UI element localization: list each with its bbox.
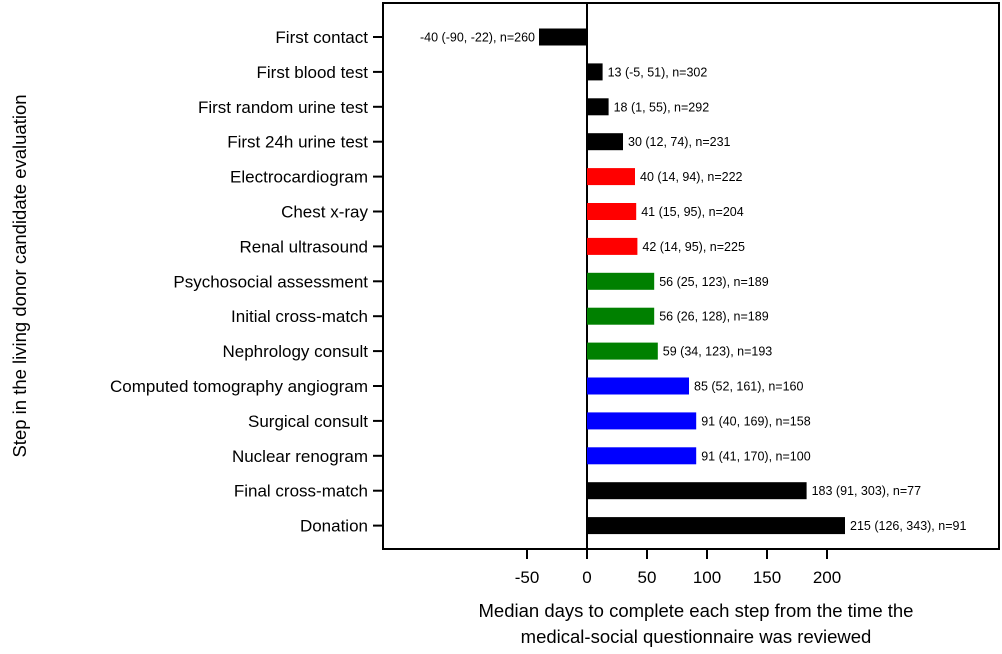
category-label: Nephrology consult xyxy=(222,342,368,361)
bar-data-label: 56 (25, 123), n=189 xyxy=(659,275,769,289)
bar-data-label: 30 (12, 74), n=231 xyxy=(628,135,731,149)
x-tick-label: -50 xyxy=(515,568,540,587)
bar xyxy=(587,168,635,186)
bar xyxy=(587,237,638,255)
x-tick-label: 50 xyxy=(638,568,657,587)
x-axis-title-line-1: Median days to complete each step from t… xyxy=(479,600,914,621)
bar-data-label: 91 (41, 170), n=100 xyxy=(701,449,811,463)
bar-data-labels: -40 (-90, -22), n=260 13 (-5, 51), n=302 1… xyxy=(420,31,966,534)
bar xyxy=(587,307,655,325)
bar-data-label: 40 (14, 94), n=222 xyxy=(640,170,743,184)
x-tick-label: 200 xyxy=(813,568,841,587)
bar xyxy=(539,28,587,46)
bar-data-label: 41 (15, 95), n=204 xyxy=(641,205,744,219)
bar-data-label: 13 (-5, 51), n=302 xyxy=(608,65,708,79)
bar-data-label: 42 (14, 95), n=225 xyxy=(642,240,745,254)
category-label: First contact xyxy=(275,28,368,47)
category-label: Renal ultrasound xyxy=(239,237,368,256)
x-axis-ticks xyxy=(526,549,828,559)
bar-data-label: 91 (40, 169), n=158 xyxy=(701,414,811,428)
bar-data-label: 59 (34, 123), n=193 xyxy=(663,345,773,359)
y-axis-ticks xyxy=(373,36,383,527)
plot-frame xyxy=(382,2,1000,550)
x-tick-label: 150 xyxy=(753,568,781,587)
bar xyxy=(587,342,658,360)
bar xyxy=(587,412,697,430)
bar xyxy=(587,98,609,116)
category-label: First random urine test xyxy=(198,98,368,117)
bar xyxy=(587,377,689,395)
x-tick-label: 100 xyxy=(693,568,721,587)
category-label: Nuclear renogram xyxy=(232,447,368,466)
bar-data-label: 215 (126, 343), n=91 xyxy=(850,519,966,533)
x-axis-title-line-2: medical-social questionnaire was reviewe… xyxy=(521,626,872,647)
y-axis-title: Step in the living donor candidate evalu… xyxy=(9,94,30,457)
bar-data-label: -40 (-90, -22), n=260 xyxy=(420,31,535,45)
bar xyxy=(587,203,637,220)
bar xyxy=(587,447,697,465)
category-label: Initial cross-match xyxy=(231,307,368,326)
bar-data-label: 183 (91, 303), n=77 xyxy=(812,484,922,498)
category-label: Final cross-match xyxy=(234,482,368,501)
y-axis-category-labels: First contact First blood test First rando… xyxy=(110,28,368,536)
category-label: First 24h urine test xyxy=(227,133,368,152)
bar-data-label: 85 (52, 161), n=160 xyxy=(694,380,804,394)
bar xyxy=(587,133,623,151)
bar-data-label: 18 (1, 55), n=292 xyxy=(614,100,710,114)
bar-data-label: 56 (26, 128), n=189 xyxy=(659,310,769,324)
bars xyxy=(539,28,845,535)
category-label: Computed tomography angiogram xyxy=(110,377,368,396)
x-tick-label: 0 xyxy=(582,568,591,587)
bar xyxy=(587,517,845,535)
bar xyxy=(587,482,807,500)
category-label: Chest x-ray xyxy=(281,203,368,222)
category-label: Psychosocial assessment xyxy=(173,272,368,291)
bar xyxy=(587,63,603,81)
category-label: Donation xyxy=(300,517,368,536)
category-label: First blood test xyxy=(257,63,369,82)
x-axis-tick-labels: -50 0 50 100 150 200 xyxy=(515,568,841,587)
category-label: Electrocardiogram xyxy=(230,168,368,187)
bar xyxy=(587,272,655,290)
category-label: Surgical consult xyxy=(248,412,368,431)
